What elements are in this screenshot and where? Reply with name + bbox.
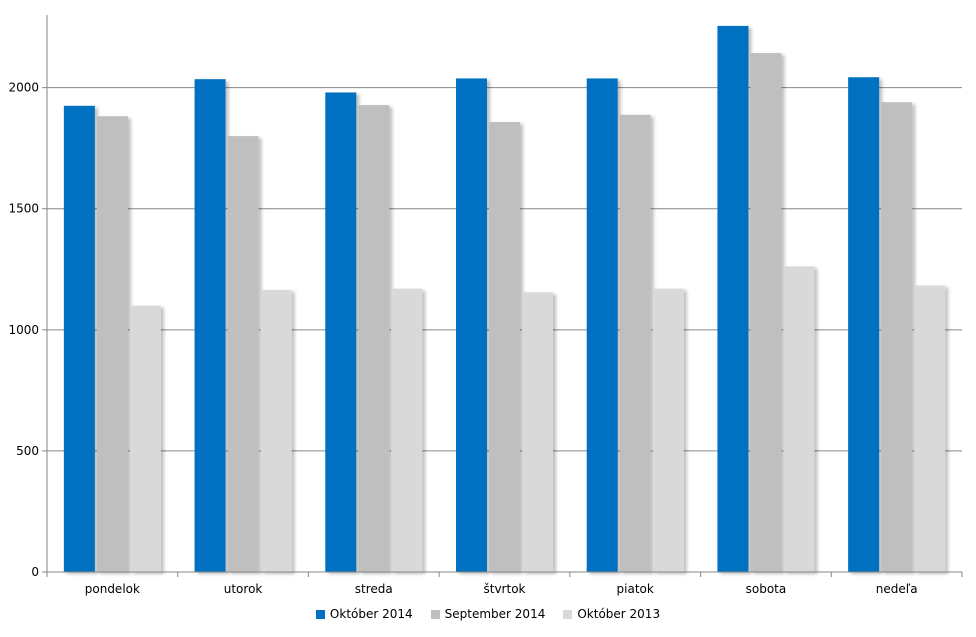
x-tick-label: pondelok bbox=[85, 582, 140, 596]
bar-september-2014 bbox=[227, 136, 259, 572]
legend-swatch bbox=[315, 609, 325, 619]
legend-item-september-2014: September 2014 bbox=[430, 607, 546, 621]
bar-oktober-2014 bbox=[848, 77, 880, 572]
bar-chart: 0 500 1000 1500 2000 pondelok utorok streda štv… bbox=[8, 15, 963, 596]
bar-september-2014 bbox=[619, 114, 651, 573]
bar-oktober-2014 bbox=[456, 78, 487, 573]
legend-item-oktober-2013: Október 2013 bbox=[563, 607, 660, 621]
x-tick-label: utorok bbox=[224, 582, 263, 596]
bar-oktober-2013 bbox=[522, 292, 553, 572]
bar-oktober-2014 bbox=[63, 105, 95, 572]
bar-oktober-2013 bbox=[260, 289, 292, 572]
bar-september-2014 bbox=[96, 116, 128, 572]
bar-oktober-2013 bbox=[391, 288, 423, 572]
bar-september-2014 bbox=[750, 53, 782, 573]
bar-oktober-2013 bbox=[783, 266, 815, 572]
bar-oktober-2014 bbox=[717, 25, 749, 572]
y-tick-label: 1000 bbox=[8, 323, 39, 337]
legend-swatch bbox=[430, 609, 440, 619]
bar-oktober-2013 bbox=[914, 285, 946, 572]
legend: Október 2014 September 2014 Október 2013 bbox=[0, 607, 976, 621]
y-axis: 0 500 1000 1500 2000 bbox=[8, 15, 48, 579]
bar-oktober-2014 bbox=[325, 92, 357, 572]
y-tick-label: 2000 bbox=[8, 81, 39, 95]
legend-label: September 2014 bbox=[444, 607, 546, 621]
x-tick-label: piatok bbox=[617, 582, 654, 596]
bar-oktober-2013 bbox=[652, 288, 684, 572]
x-tick-label: nedeľa bbox=[876, 582, 918, 596]
legend-item-oktober-2014: Október 2014 bbox=[315, 607, 413, 621]
x-axis: pondelok utorok streda štvrtok piatok sobota n… bbox=[46, 571, 963, 596]
y-tick-label: 0 bbox=[31, 565, 39, 579]
bars bbox=[63, 25, 946, 573]
y-tick-label: 1500 bbox=[8, 202, 39, 216]
bar-september-2014 bbox=[358, 105, 390, 573]
legend-label: Október 2014 bbox=[329, 607, 413, 621]
bar-september-2014 bbox=[489, 122, 520, 573]
legend-label: Október 2013 bbox=[577, 607, 661, 621]
bar-oktober-2013 bbox=[129, 305, 161, 572]
x-tick-label: streda bbox=[355, 582, 393, 596]
y-tick-label: 500 bbox=[16, 444, 39, 458]
bar-september-2014 bbox=[881, 102, 913, 572]
x-tick-label: sobota bbox=[746, 582, 787, 596]
bar-oktober-2014 bbox=[586, 78, 618, 573]
x-tick-label: štvrtok bbox=[484, 582, 526, 596]
legend-swatch bbox=[563, 609, 573, 619]
bar-oktober-2014 bbox=[194, 79, 226, 572]
